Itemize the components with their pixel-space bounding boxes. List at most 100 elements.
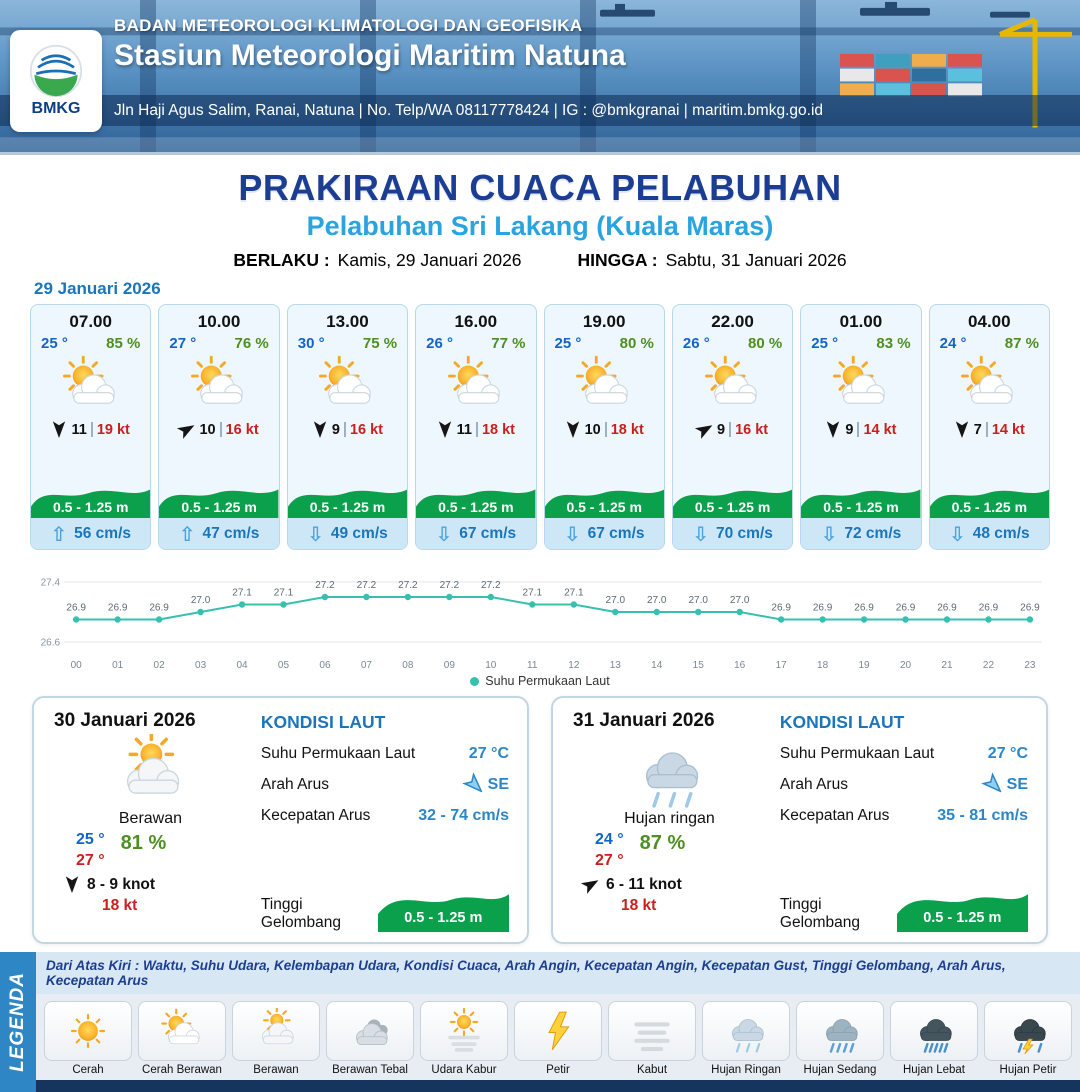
daily-weather-icon [54, 734, 247, 810]
wind-gust: 18 kt [610, 421, 644, 438]
forecast-card: 19.00 25 ° 80 % 10 18 kt 0.5 - 1.25 m ⇩ 67 … [543, 304, 665, 550]
current-direction-icon: ⇩ [563, 521, 581, 546]
svg-text:26.9: 26.9 [108, 603, 128, 614]
air-temperature: 30 ° [297, 335, 325, 352]
svg-text:00: 00 [71, 660, 83, 671]
svg-text:07: 07 [361, 660, 373, 671]
daily-wind-speed: 8 - 9 knot [87, 875, 156, 893]
svg-text:13: 13 [610, 660, 622, 671]
svg-text:27.0: 27.0 [606, 595, 626, 606]
wind-direction-icon [565, 420, 581, 439]
svg-text:21: 21 [941, 660, 953, 671]
svg-text:10: 10 [485, 660, 497, 671]
wave-height: 0.5 - 1.25 m [566, 499, 642, 515]
svg-text:22: 22 [983, 660, 995, 671]
svg-text:27.2: 27.2 [440, 580, 460, 591]
weather-icon [801, 355, 920, 417]
humidity: 77 % [491, 335, 526, 352]
wave-height-band: 0.5 - 1.25 m [31, 478, 151, 518]
legend-item: Kabut [608, 1001, 696, 1076]
svg-text:11: 11 [527, 660, 538, 671]
svg-text:26.9: 26.9 [979, 603, 999, 614]
wind-speed: 11 [71, 421, 87, 438]
current-speed: 47 cm/s [202, 524, 260, 542]
station-name: Stasiun Meteorologi Maritim Natuna [114, 39, 626, 72]
daily-condition: Hujan ringan [624, 810, 715, 827]
wind-direction-icon [954, 420, 970, 439]
hujan-lebat-icon [890, 1001, 978, 1061]
svg-text:26.9: 26.9 [149, 603, 169, 614]
wind-speed: 10 [584, 421, 601, 438]
wind-direction-icon [64, 875, 80, 894]
wind-direction-icon [312, 420, 328, 439]
daily-date: 30 Januari 2026 [54, 710, 196, 731]
wind-speed: 9 [845, 421, 854, 438]
weather-icon [288, 355, 407, 417]
sea-conditions-title: KONDISI LAUT [779, 712, 905, 732]
humidity: 87 % [1004, 335, 1039, 352]
legend-item: Udara Kabur [420, 1001, 508, 1076]
legend-label: Hujan Lebat [902, 1064, 966, 1076]
daily-gust: 18 kt [621, 897, 657, 914]
wave-height: 0.5 - 1.25 m [181, 499, 257, 515]
weather-icon [416, 355, 535, 417]
daily-forecast-card: 31 Januari 2026 Hujan ringan 24 ° 27 ° 8… [551, 696, 1048, 944]
current-direction-icon: ⇩ [948, 521, 966, 546]
svg-text:27.0: 27.0 [191, 595, 211, 606]
current-speed-value: 35 - 81 cm/s [937, 807, 1028, 824]
temp-min: 25 ° [76, 831, 105, 848]
legend-item: Petir [514, 1001, 602, 1076]
svg-text:17: 17 [776, 660, 788, 671]
wind-direction-icon [579, 873, 603, 896]
svg-text:16: 16 [734, 660, 746, 671]
hujan-ringan-icon [702, 1001, 790, 1061]
sst-value: 27 °C [987, 745, 1028, 762]
legend-item: Hujan Petir [984, 1001, 1072, 1076]
wave-height: 0.5 - 1.25 m [309, 499, 386, 515]
wave-height-label: Tinggi Gelombang [260, 896, 342, 931]
wave-height-band: 0.5 - 1.25 m [801, 478, 921, 518]
weather-icon [31, 355, 150, 417]
legend-label: Petir [546, 1064, 570, 1076]
svg-text:26.9: 26.9 [813, 603, 833, 614]
wind-direction-icon [825, 420, 841, 439]
forecast-time: 07.00 [69, 312, 112, 331]
berawan-icon [232, 1001, 320, 1061]
sst-label: Suhu Permukaan Laut [260, 745, 416, 762]
wind-gust: 18 kt [481, 421, 516, 438]
wind-gust-divider [729, 422, 732, 437]
current-row: ⇩ 48 cm/s [929, 518, 1049, 549]
air-temperature: 26 ° [682, 335, 710, 352]
berawan-tebal-icon [326, 1001, 414, 1061]
hourly-forecast-row: 07.00 25 ° 85 % 11 19 kt 0.5 - 1.25 m ⇧ 56 … [0, 304, 1080, 550]
svg-text:20: 20 [900, 660, 912, 671]
hujan-sedang-icon [796, 1001, 884, 1061]
legend-item: Berawan Tebal [326, 1001, 414, 1076]
legend-section: LEGENDA Dari Atas Kiri : Waktu, Suhu Uda… [0, 952, 1080, 1092]
forecast-time: 10.00 [197, 312, 241, 331]
current-direction-label: Arah Arus [260, 776, 329, 793]
forecast-card: 01.00 25 ° 83 % 9 14 kt 0.5 - 1.25 m ⇩ 72 c… [800, 304, 922, 550]
svg-text:27.2: 27.2 [357, 580, 377, 591]
wind-gust: 19 kt [96, 421, 130, 438]
bmkg-logo-panel: BMKG [10, 30, 102, 132]
air-temperature: 24 ° [939, 335, 967, 352]
current-speed: 49 cm/s [330, 524, 388, 542]
legend-item: Berawan [232, 1001, 320, 1076]
svg-text:03: 03 [195, 660, 207, 671]
current-direction-icon: ⇩ [435, 521, 453, 546]
port-name: Pelabuhan Sri Lakang (Kuala Maras) [306, 211, 774, 241]
current-speed-value: 32 - 74 cm/s [418, 807, 509, 824]
current-row: ⇩ 49 cm/s [287, 518, 408, 549]
current-direction-value: SE [487, 776, 509, 793]
wave-height: 0.5 - 1.25 m [52, 499, 129, 515]
svg-text:15: 15 [693, 660, 705, 671]
current-direction-icon: ⇩ [820, 521, 838, 546]
legend-note: Dari Atas Kiri : Waktu, Suhu Udara, Kele… [36, 952, 1080, 994]
header-banner: Jln Haji Agus Salim, Ranai, Natuna | No.… [0, 0, 1080, 155]
wind-speed: 9 [331, 421, 340, 438]
wave-height: 0.5 - 1.25 m [438, 499, 514, 515]
svg-text:19: 19 [858, 660, 870, 671]
svg-text:27.0: 27.0 [730, 595, 750, 606]
wave-height-band: 0.5 - 1.25 m [672, 478, 793, 518]
